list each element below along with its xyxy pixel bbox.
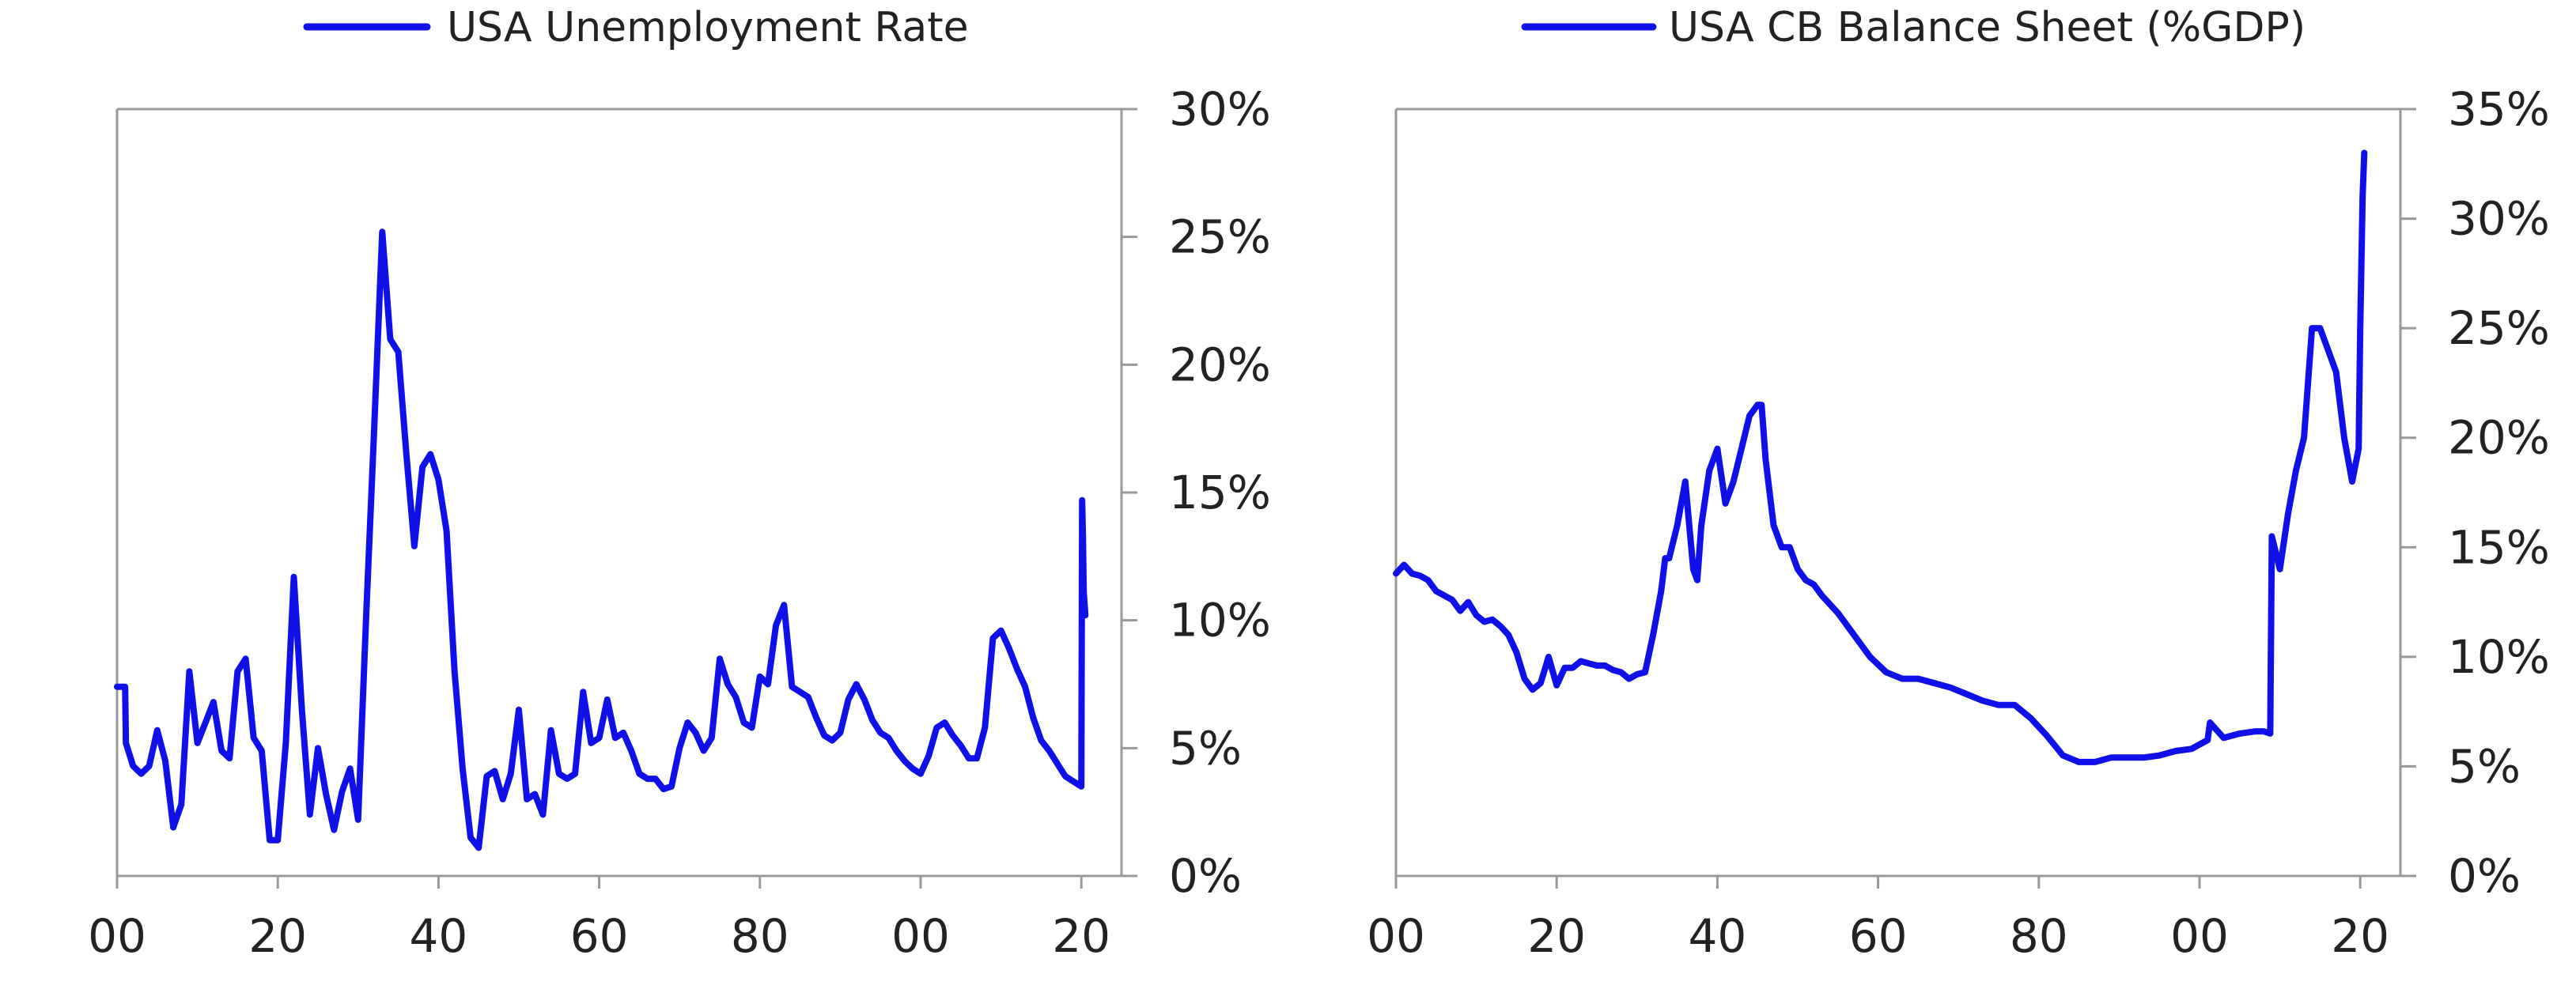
legend-label: USA Unemployment Rate <box>447 4 969 51</box>
x-tick-label: 00 <box>2170 909 2229 963</box>
x-tick-label: 00 <box>88 909 146 963</box>
y-tick-label: 0% <box>1169 849 1242 903</box>
y-tick-label: 35% <box>2448 82 2550 136</box>
legend-label: USA CB Balance Sheet (%GDP) <box>1669 4 2306 51</box>
y-tick-label: 25% <box>2448 301 2550 355</box>
x-tick-label: 00 <box>891 909 950 963</box>
chart-panel-1: 0% 5% 10% 15% 20% 25% 30% 00 20 40 60 80 00 20 USA Une… <box>88 4 1271 963</box>
y-tick-label: 25% <box>1169 210 1271 264</box>
y-tick-label: 10% <box>1169 594 1271 647</box>
x-tick-label: 20 <box>1052 909 1110 963</box>
x-tick-label: 20 <box>2331 909 2389 963</box>
series-line-1 <box>1393 149 2368 765</box>
x-tick-label: 80 <box>731 909 789 963</box>
x-tick-label: 60 <box>570 909 629 963</box>
x-tick-label: 40 <box>409 909 467 963</box>
x-tick-label: 80 <box>2010 909 2068 963</box>
y-tick-label: 30% <box>1169 82 1271 136</box>
y-tick-label: 10% <box>2448 630 2550 684</box>
x-tick-label: 20 <box>1527 909 1586 963</box>
x-tick-label: 40 <box>1688 909 1746 963</box>
chart-panel-2: 0% 5% 10% 15% 20% 25% 30% 35% 00 20 40 60 80 00 20 USA … <box>1367 4 2550 963</box>
x-tick-label: 00 <box>1367 909 1425 963</box>
y-tick-label: 20% <box>2448 411 2550 465</box>
y-tick-label: 5% <box>2448 739 2521 793</box>
y-tick-label: 15% <box>1169 466 1271 519</box>
y-tick-label: 0% <box>2448 849 2521 903</box>
y-tick-label: 5% <box>1169 721 1242 775</box>
y-tick-label: 20% <box>1169 338 1271 391</box>
series-line-1 <box>114 228 1089 851</box>
x-tick-label: 60 <box>1849 909 1908 963</box>
x-tick-label: 20 <box>248 909 307 963</box>
y-tick-label: 30% <box>2448 192 2550 246</box>
y-tick-label: 15% <box>2448 520 2550 574</box>
